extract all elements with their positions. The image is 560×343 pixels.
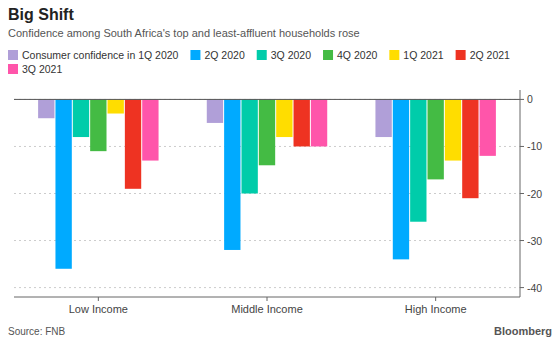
bar [73,99,89,137]
bar [294,99,310,146]
legend-label: 2Q 2020 [204,49,244,61]
legend-label: 3Q 2021 [22,63,62,75]
bar [207,99,223,123]
bar [410,99,426,221]
legend: Consumer confidence in 1Q 2020 2Q 2020 3Q … [8,49,510,75]
background [0,0,560,343]
legend-label: 3Q 2020 [271,49,311,61]
legend-item: 3Q 2021 [8,63,62,75]
bar [462,99,478,198]
legend-label: 4Q 2020 [337,49,377,61]
legend-swatch [323,50,333,60]
legend-label: 2Q 2021 [470,49,510,61]
y-tick [520,287,524,288]
x-tick-label: High Income [405,303,467,315]
annotation: Bloomberg [494,325,552,337]
bar [90,99,106,151]
x-tick-label: Low Income [69,303,128,315]
y-tick-label: -20 [527,188,542,200]
subtitle: Confidence among South Africa's top and … [8,27,360,39]
legend-swatch [8,50,18,60]
x-tick [98,297,99,301]
grid: 0 -10 -20 -30 -40 [14,93,542,293]
legend-item: 1Q 2021 [389,49,443,61]
grid-line [14,287,520,288]
legend-item: 2Q 2020 [190,49,244,61]
bar [224,99,240,250]
chart: Big Shift Confidence among South Africa's… [0,0,560,343]
y-tick [520,99,524,100]
legend-swatch [456,50,466,60]
legend-item: 4Q 2020 [323,49,377,61]
bar [142,99,158,160]
legend-item: Consumer confidence in 1Q 2020 [8,49,179,61]
grid-line [14,240,520,241]
legend-swatch [257,50,267,60]
bar [276,99,292,137]
legend-swatch [8,64,18,74]
y-tick-label: -40 [527,282,542,294]
y-tick-label: 0 [527,93,533,105]
y-axis-line [520,90,521,297]
x-tick-label: Middle Income [231,303,303,315]
y-tick-label: -30 [527,235,542,247]
zero-line [14,99,520,100]
legend-label: 1Q 2021 [403,49,443,61]
bar [375,99,391,137]
legend-swatch [389,50,399,60]
x-tick [435,297,436,301]
y-tick [520,240,524,241]
legend-item: 2Q 2021 [456,49,510,61]
bar [311,99,327,146]
legend-label: Consumer confidence in 1Q 2020 [22,49,179,61]
bars [38,99,496,268]
bar [393,99,409,259]
x-tick [267,297,268,301]
bar [108,99,124,113]
annotation: Source: FNB [8,326,66,337]
legend-item: 3Q 2020 [257,49,311,61]
y-tick [520,146,524,147]
bar [445,99,461,160]
bar [55,99,71,268]
grid-line [14,99,520,100]
bar [480,99,496,155]
bar [241,99,257,193]
bar [125,99,141,188]
bar [259,99,275,165]
y-tick-label: -10 [527,140,542,152]
title: Big Shift [8,6,74,23]
legend-swatch [190,50,200,60]
grid-line [14,193,520,194]
bar [427,99,443,179]
bar [38,99,54,118]
y-tick [520,193,524,194]
